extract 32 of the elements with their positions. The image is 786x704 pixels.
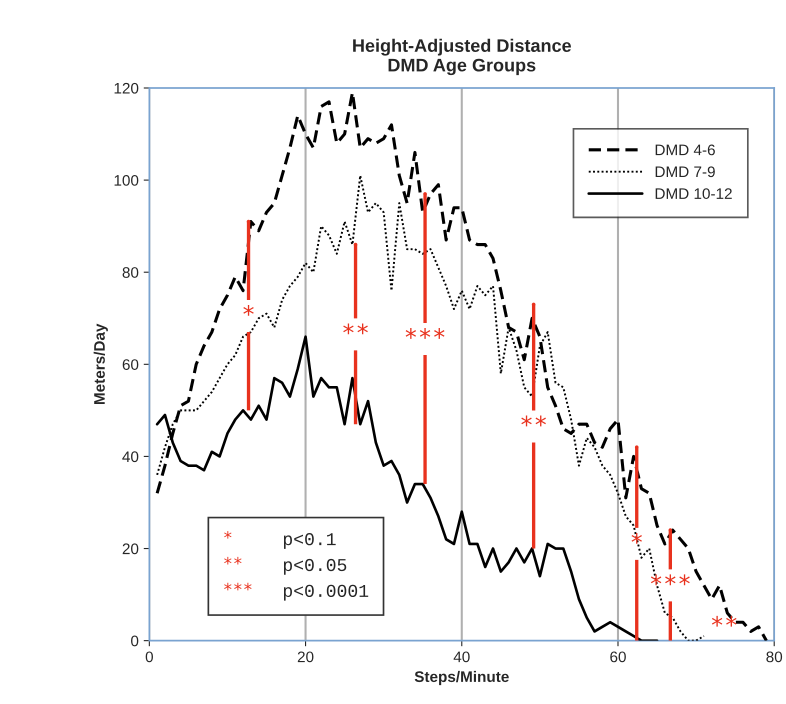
annotation: p<0.0001 — [284, 584, 368, 601]
y-tick-label: 100 — [114, 174, 138, 186]
annotation: p<0.1 — [284, 533, 336, 549]
x-tick-label: 60 — [610, 651, 626, 662]
y-tick-label: 60 — [122, 359, 138, 370]
legend-label: DMD 7-9 — [656, 166, 715, 178]
x-tick-label: 0 — [146, 651, 153, 662]
annotation: ** — [343, 323, 368, 334]
annotation: ** — [224, 556, 242, 565]
annotation: ** — [521, 416, 546, 426]
annotation: ** — [712, 616, 737, 627]
annotation: * — [243, 305, 254, 316]
x-axis-title: Steps/Minute — [414, 670, 509, 686]
annotation: * — [224, 531, 232, 539]
legend-label: DMD 10-12 — [656, 188, 732, 200]
x-tick-label: 80 — [766, 651, 782, 662]
legend-label: DMD 4-6 — [656, 144, 715, 156]
annotation: p<0.05 — [284, 558, 346, 575]
x-tick-label: 20 — [298, 651, 314, 662]
y-axis-title: Meters/Day — [94, 324, 108, 404]
chart-title: Height-Adjusted Distance DMD Age Groups — [353, 38, 572, 76]
y-tick-label: 40 — [122, 451, 138, 462]
x-tick-label: 40 — [454, 651, 470, 662]
annotation: * — [632, 532, 642, 544]
y-tick-label: 80 — [122, 267, 138, 278]
annotation: *** — [406, 328, 444, 339]
annotation: *** — [224, 582, 252, 590]
annotation: *** — [650, 574, 690, 586]
y-tick-label: 20 — [122, 543, 138, 554]
y-tick-label: 0 — [131, 636, 138, 646]
line-series — [156, 91, 768, 641]
y-tick-label: 120 — [114, 82, 138, 94]
